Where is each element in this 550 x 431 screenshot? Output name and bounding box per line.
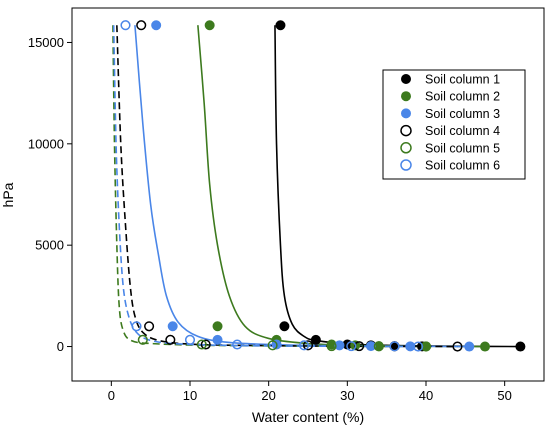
y-axis: 0 5000 10000 15000 [28, 35, 72, 354]
legend-label-series-3: Soil column 3 [425, 107, 500, 121]
y-axis-title: hPa [0, 182, 16, 207]
data-point-series-2 [212, 321, 223, 332]
data-point-series-3 [167, 321, 178, 332]
data-point-series-5 [267, 340, 278, 351]
data-point-series-3 [212, 334, 223, 345]
x-tick-label: 50 [497, 388, 511, 403]
data-point-series-5 [196, 339, 207, 350]
legend-label-series-4: Soil column 4 [425, 124, 500, 138]
y-tick-label: 10000 [28, 136, 64, 151]
data-point-series-6 [413, 341, 424, 352]
data-point-series-1 [279, 321, 290, 332]
plot-frame [71, 7, 545, 382]
data-point-series-6 [120, 20, 131, 31]
x-tick-label: 0 [108, 388, 115, 403]
legend-label-series-5: Soil column 5 [425, 141, 500, 155]
legend-label-series-1: Soil column 1 [425, 73, 500, 87]
data-point-series-3 [151, 20, 162, 31]
data-point-series-5 [373, 341, 384, 352]
x-axis: 0 10 20 30 40 50 [108, 381, 512, 403]
data-point-series-5 [137, 334, 148, 345]
fit-curve-series-5 [112, 25, 427, 348]
data-point-series-5 [326, 341, 337, 352]
data-point-series-6 [346, 341, 357, 352]
data-point-series-3 [365, 341, 376, 352]
legend-marker-series-1 [401, 74, 411, 84]
fit-curve-series-6 [112, 25, 419, 348]
data-point-series-4 [302, 340, 314, 351]
x-axis-title: Water content (%) [252, 409, 364, 425]
data-point-series-4 [452, 341, 463, 352]
data-point-series-4 [144, 321, 155, 332]
data-point-series-1 [275, 20, 286, 31]
data-point-series-3 [405, 341, 416, 352]
legend-label-series-2: Soil column 2 [425, 90, 500, 104]
y-tick-label: 0 [57, 339, 64, 354]
legend-marker-series-4 [400, 124, 412, 137]
y-tick-label: 5000 [35, 238, 64, 253]
data-point-series-6 [299, 340, 310, 351]
y-tick-label: 15000 [28, 35, 64, 50]
legend-marker-series-3 [401, 108, 411, 119]
legend-marker-series-2 [401, 91, 411, 102]
legend-box [382, 69, 526, 180]
data-point-series-4 [136, 20, 147, 31]
legend-marker-series-6 [400, 159, 412, 171]
x-tick-label: 30 [340, 388, 354, 403]
data-points [120, 20, 526, 352]
legend-marker-series-5 [400, 142, 412, 154]
data-point-series-1 [310, 334, 321, 345]
x-tick-label: 10 [183, 388, 197, 403]
legend: Soil column 1 Soil column 2 Soil column 3 S… [382, 69, 526, 180]
data-point-series-3 [464, 341, 475, 352]
data-point-series-4 [165, 334, 176, 345]
data-point-series-6 [131, 321, 142, 332]
data-point-series-3 [334, 340, 345, 351]
x-tick-label: 20 [261, 388, 275, 403]
legend-label-series-6: Soil column 6 [425, 159, 500, 173]
data-point-series-6 [389, 341, 400, 352]
data-point-series-4 [200, 339, 211, 350]
data-point-series-6 [232, 339, 243, 350]
data-point-series-1 [515, 341, 526, 352]
data-point-series-2 [480, 341, 490, 352]
x-tick-label: 40 [419, 388, 433, 403]
data-point-series-6 [184, 334, 196, 345]
data-point-series-2 [204, 20, 215, 31]
